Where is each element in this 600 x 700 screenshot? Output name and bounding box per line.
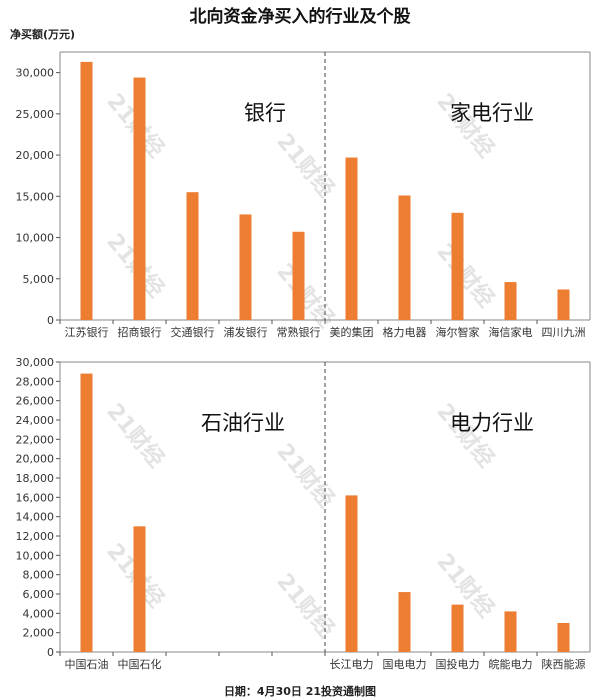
y-tick-label: 5,000 [23,273,55,286]
watermark-text: 21财经 [431,549,499,623]
y-tick-label: 18,000 [16,472,55,485]
bar [80,61,93,320]
group-label: 电力行业 [450,411,534,435]
x-tick-label: 四川九洲 [542,326,586,339]
bar [186,192,199,320]
bar [557,289,570,320]
x-tick-label: 江苏银行 [65,325,109,339]
bar [504,611,517,652]
bar [451,212,464,320]
y-tick-label: 10,000 [16,232,55,245]
bar [345,157,358,320]
y-tick-label: 10,000 [16,549,55,562]
chart-oil-power: 21财经21财经21财经21财经21财经21财经02,0004,0006,000… [16,356,591,671]
x-tick-label: 陕西能源 [542,657,586,671]
y-tick-label: 30,000 [16,67,55,80]
bar [292,231,305,320]
y-tick-label: 22,000 [16,433,55,446]
y-tick-label: 15,000 [16,190,55,203]
watermark-text: 21财经 [431,239,499,313]
y-tick-label: 20,000 [16,149,55,162]
y-tick-label: 14,000 [16,511,55,524]
x-tick-label: 招商银行 [118,325,162,339]
y-tick-label: 8,000 [23,569,55,582]
watermark-text: 21财经 [271,129,339,203]
chart-title: 北向资金净买入的行业及个股 [189,7,411,27]
bar [345,495,358,652]
watermark-text: 21财经 [271,569,339,643]
y-tick-label: 25,000 [16,108,55,121]
bar [398,592,411,652]
y-tick-label: 28,000 [16,375,55,388]
bar [133,77,146,320]
x-tick-label: 皖能电力 [489,657,533,671]
bar [133,526,146,652]
bar [239,214,252,320]
x-tick-label: 国电电力 [383,658,427,671]
bar [451,604,464,652]
x-tick-label: 浦发银行 [224,325,268,339]
watermark-text: 21财经 [431,89,499,163]
watermark-text: 21财经 [101,399,169,473]
bar [504,282,517,320]
watermark-text: 21财经 [271,259,339,333]
bar [398,195,411,320]
x-tick-label: 海信家电 [489,325,533,339]
bar [80,373,93,652]
y-tick-label: 4,000 [23,607,55,620]
y-tick-label: 6,000 [23,588,55,601]
x-tick-label: 中国石油 [65,657,109,671]
group-label: 石油行业 [201,411,285,435]
y-tick-label: 24,000 [16,414,55,427]
y-tick-label: 0 [47,646,54,659]
y-tick-label: 20,000 [16,453,55,466]
x-tick-label: 海尔智家 [436,325,480,339]
x-tick-label: 常熟银行 [277,325,321,339]
watermark-text: 21财经 [271,439,339,513]
watermark-text: 21财经 [431,399,499,473]
chart-banking-appliances: 21财经21财经21财经21财经21财经21财经05,00010,00015,0… [16,51,591,339]
bar [557,623,570,652]
y-tick-label: 12,000 [16,530,55,543]
x-tick-label: 国投电力 [436,657,480,671]
y-tick-label: 0 [47,314,54,327]
x-tick-label: 交通银行 [171,325,215,339]
y-tick-label: 2,000 [23,627,55,640]
y-tick-label: 16,000 [16,491,55,504]
x-tick-label: 长江电力 [330,658,374,671]
x-tick-label: 美的集团 [330,325,374,339]
group-label: 银行 [244,101,286,125]
x-tick-label: 中国石化 [118,657,162,671]
y-tick-label: 30,000 [16,356,55,369]
y-tick-label: 26,000 [16,395,55,408]
group-label: 家电行业 [450,101,534,125]
y-axis-unit-label: 净买额(万元) [10,28,76,41]
footer-date-source: 日期：4月30日 21投资通制图 [223,685,377,698]
x-tick-label: 格力电器 [383,325,427,339]
